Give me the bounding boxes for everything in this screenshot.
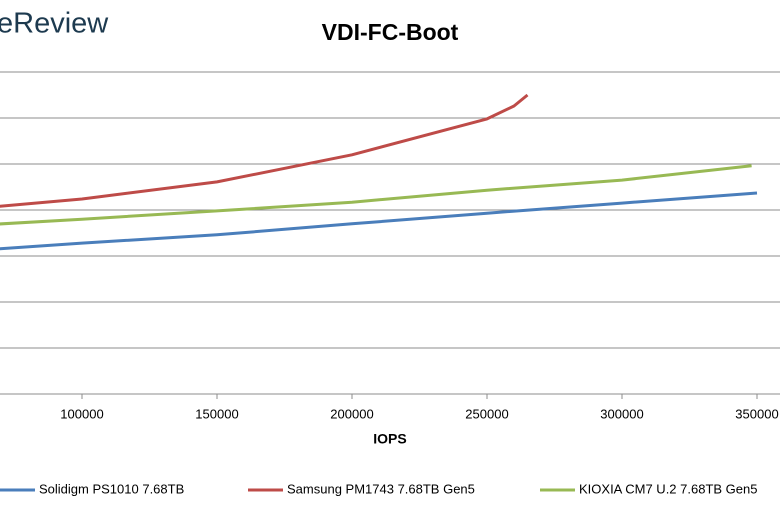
chart-title: VDI-FC-Boot — [322, 19, 459, 45]
x-tick-label: 300000 — [600, 406, 643, 421]
series-line — [0, 191, 758, 251]
series-line — [0, 93, 529, 208]
x-tick-label: 350000 — [735, 406, 778, 421]
legend-label: KIOXIA CM7 U.2 7.68TB Gen5 — [579, 481, 757, 496]
series-line — [0, 164, 752, 226]
x-tick-label: 250000 — [465, 406, 508, 421]
x-tick-label: 150000 — [195, 406, 238, 421]
legend-label: Samsung PM1743 7.68TB Gen5 — [287, 481, 475, 496]
logo: eReview — [0, 8, 109, 40]
legend-label: Solidigm PS1010 7.68TB — [39, 481, 184, 496]
x-tick-label: 100000 — [60, 406, 103, 421]
x-axis-label: IOPS — [373, 431, 406, 447]
x-tick-label: 200000 — [330, 406, 373, 421]
